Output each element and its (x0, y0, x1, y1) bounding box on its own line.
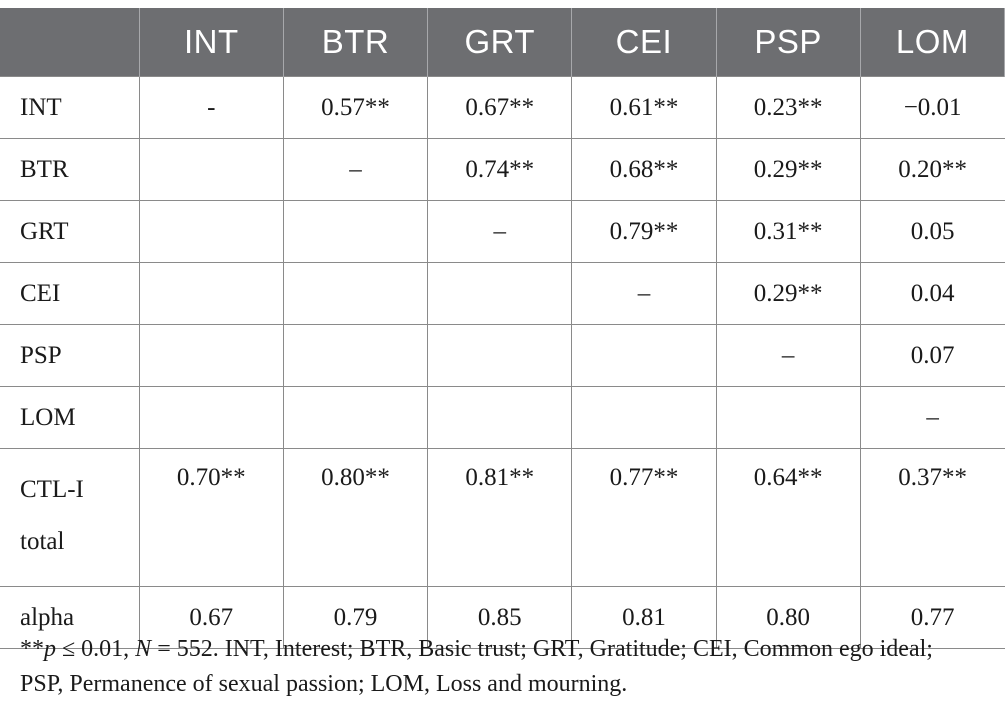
header-psp: PSP (715, 8, 861, 77)
correlation-table-container: INT BTR GRT CEI PSP LOM INT - 0.57** 0.6… (0, 8, 1005, 649)
table-cell: – (859, 386, 1005, 449)
row-label-int: INT (0, 76, 140, 139)
row-label-grt: GRT (0, 200, 140, 263)
header-grt: GRT (427, 8, 573, 77)
table-cell: 0.57** (282, 76, 429, 139)
table-row: BTR – 0.74** 0.68** 0.29** 0.20** (0, 138, 1005, 201)
table-cell (715, 386, 861, 449)
table-cell: 0.29** (715, 262, 861, 325)
table-cell: 0.05 (859, 200, 1005, 263)
table-cell: 0.77 (859, 586, 1005, 649)
table-cell: 0.67** (427, 76, 573, 139)
table-cell: – (715, 324, 861, 387)
table-cell (427, 324, 573, 387)
table-cell (282, 262, 429, 325)
footnote-p-condition: ≤ 0.01, (56, 636, 136, 662)
table-row: CTL-I total 0.70** 0.80** 0.81** 0.77** 0… (0, 448, 1005, 587)
table-cell: 0.79 (282, 586, 429, 649)
table-cell (571, 324, 717, 387)
table-footnote: **p ≤ 0.01, N = 552. INT, Interest; BTR,… (20, 632, 980, 702)
table-cell: – (282, 138, 429, 201)
header-lom: LOM (859, 8, 1005, 77)
row-label-cei: CEI (0, 262, 140, 325)
row-label-psp: PSP (0, 324, 140, 387)
row-label-btr: BTR (0, 138, 140, 201)
table-cell (138, 386, 284, 449)
footnote-p-symbol: p (44, 636, 56, 662)
table-header-row: INT BTR GRT CEI PSP LOM (0, 8, 1005, 77)
table-cell: 0.74** (427, 138, 573, 201)
header-corner (0, 8, 140, 77)
table-cell: 0.79** (571, 200, 717, 263)
table-cell (282, 386, 429, 449)
footnote-n-symbol: N (135, 636, 152, 662)
row-label-lom: LOM (0, 386, 140, 449)
table-cell: 0.31** (715, 200, 861, 263)
table-cell: 0.29** (715, 138, 861, 201)
table-cell: - (138, 76, 284, 139)
table-cell (427, 386, 573, 449)
table-cell: 0.07 (859, 324, 1005, 387)
table-row: LOM – (0, 386, 1005, 449)
row-label-line: CTL-I (20, 476, 84, 503)
table-cell (282, 200, 429, 263)
table-cell: 0.64** (715, 448, 861, 587)
table-cell: 0.23** (715, 76, 861, 139)
table-cell (571, 386, 717, 449)
table-cell: 0.85 (427, 586, 573, 649)
table-cell: 0.04 (859, 262, 1005, 325)
header-btr: BTR (282, 8, 429, 77)
table-cell: 0.77** (571, 448, 717, 587)
row-label-alpha: alpha (0, 586, 140, 649)
table-cell: – (427, 200, 573, 263)
table-cell: 0.68** (571, 138, 717, 201)
table-cell (138, 262, 284, 325)
table-row: CEI – 0.29** 0.04 (0, 262, 1005, 325)
footnote-stars: ** (20, 636, 44, 662)
row-label-ctl-i-total: CTL-I total (0, 448, 140, 587)
header-cei: CEI (571, 8, 717, 77)
table-cell: 0.70** (138, 448, 284, 587)
header-int: INT (138, 8, 284, 77)
table-cell (138, 200, 284, 263)
table-cell: – (571, 262, 717, 325)
table-cell: 0.80 (715, 586, 861, 649)
table-cell: −0.01 (859, 76, 1005, 139)
table-cell: 0.20** (859, 138, 1005, 201)
table-cell: 0.81** (427, 448, 573, 587)
table-row: GRT – 0.79** 0.31** 0.05 (0, 200, 1005, 263)
footnote-abbreviations: = 552. INT, Interest; BTR, Basic trust; … (20, 636, 933, 697)
table-cell: 0.81 (571, 586, 717, 649)
table-row: INT - 0.57** 0.67** 0.61** 0.23** −0.01 (0, 76, 1005, 139)
table-cell: 0.61** (571, 76, 717, 139)
table-row: PSP – 0.07 (0, 324, 1005, 387)
table-cell: 0.80** (282, 448, 429, 587)
table-cell (282, 324, 429, 387)
table-cell (427, 262, 573, 325)
table-cell: 0.37** (859, 448, 1005, 587)
correlation-table: INT BTR GRT CEI PSP LOM INT - 0.57** 0.6… (0, 8, 1005, 649)
table-row: alpha 0.67 0.79 0.85 0.81 0.80 0.77 (0, 586, 1005, 649)
table-cell: 0.67 (138, 586, 284, 649)
table-cell (138, 324, 284, 387)
row-label-line: total (20, 528, 65, 555)
table-cell (138, 138, 284, 201)
